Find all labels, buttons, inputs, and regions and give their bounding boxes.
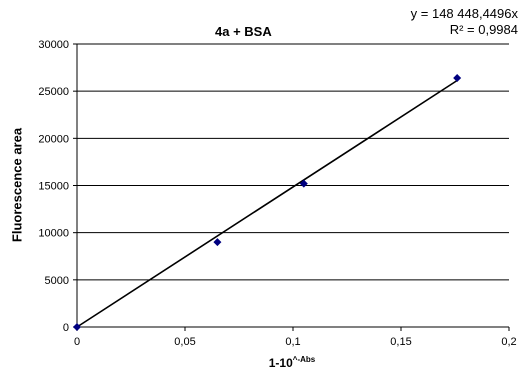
equation-box: y = 148 448,4496x R² = 0,9984 — [386, 6, 518, 38]
y-tick-label: 20000 — [38, 133, 69, 145]
r-squared-label: R² = 0,9984 — [449, 22, 518, 37]
data-point — [73, 323, 81, 331]
chart-title: 4a + BSA — [215, 24, 272, 39]
data-point — [299, 179, 308, 188]
y-tick-labels: 0 5000 10000 15000 20000 25000 30000 — [38, 39, 69, 334]
trendline — [76, 79, 458, 328]
x-axis-label-base: 1-10 — [268, 356, 293, 370]
y-axis-label: Fluorescence area — [9, 127, 25, 243]
x-axis-label: 1-10^-Abs — [269, 355, 315, 370]
x-tick-label: 0 — [74, 336, 80, 348]
data-point — [213, 238, 222, 247]
data-point — [453, 73, 462, 82]
y-tick-label: 5000 — [45, 275, 69, 287]
grid-lines — [77, 43, 509, 281]
x-tick-labels: 0 0,05 0,1 0,15 0,2 — [74, 336, 517, 348]
x-axis-label-sup: ^-Abs — [292, 355, 316, 364]
x-tick-label: 0,05 — [174, 336, 195, 348]
data-points — [73, 73, 462, 331]
x-tick-label: 0,1 — [285, 336, 300, 348]
x-tick-label: 0,2 — [501, 336, 516, 348]
x-tick-label: 0,15 — [390, 336, 411, 348]
y-tick-label: 25000 — [38, 86, 69, 98]
y-tick-label: 10000 — [38, 228, 69, 240]
y-tick-label: 30000 — [38, 39, 69, 51]
equation-label: y = 148 448,4496x — [410, 6, 518, 21]
y-tick-label: 0 — [63, 322, 69, 334]
trendline-path — [76, 79, 458, 328]
y-tick-label: 15000 — [38, 181, 69, 193]
